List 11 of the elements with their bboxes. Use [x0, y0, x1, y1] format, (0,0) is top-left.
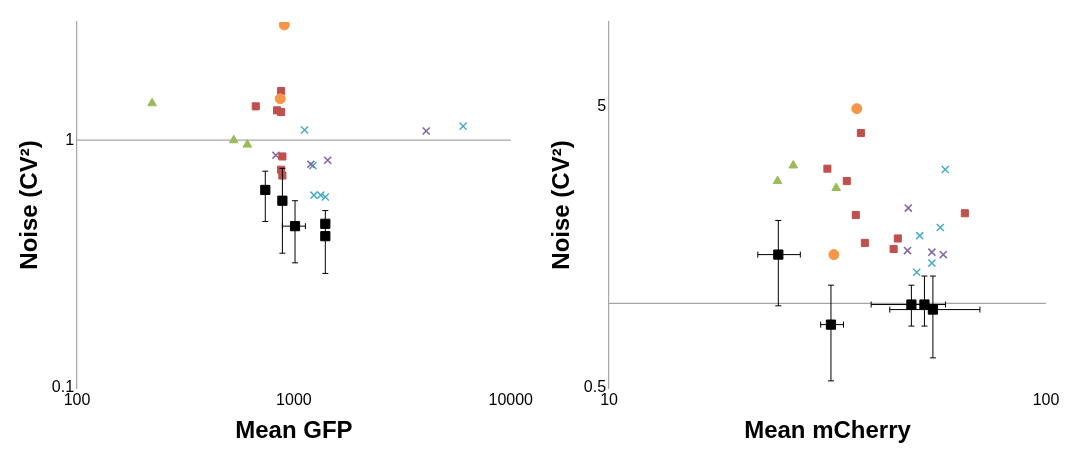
- x-tick-label: 10000: [488, 391, 534, 409]
- x-axis-title: Mean GFP: [235, 416, 353, 444]
- x-tick-label: 10: [600, 391, 619, 409]
- y-tick-label: 5: [597, 97, 607, 115]
- x-tick-label: 100: [63, 391, 91, 409]
- x-tick-label: 1000: [276, 391, 312, 409]
- y-tick-label: 1: [65, 130, 75, 148]
- y-axis-title: Noise (CV²): [15, 140, 43, 270]
- x-axis-title: Mean mCherry: [744, 416, 912, 444]
- x-tick-label: 100: [1032, 391, 1060, 409]
- y-axis-title: Noise (CV²): [547, 140, 575, 270]
